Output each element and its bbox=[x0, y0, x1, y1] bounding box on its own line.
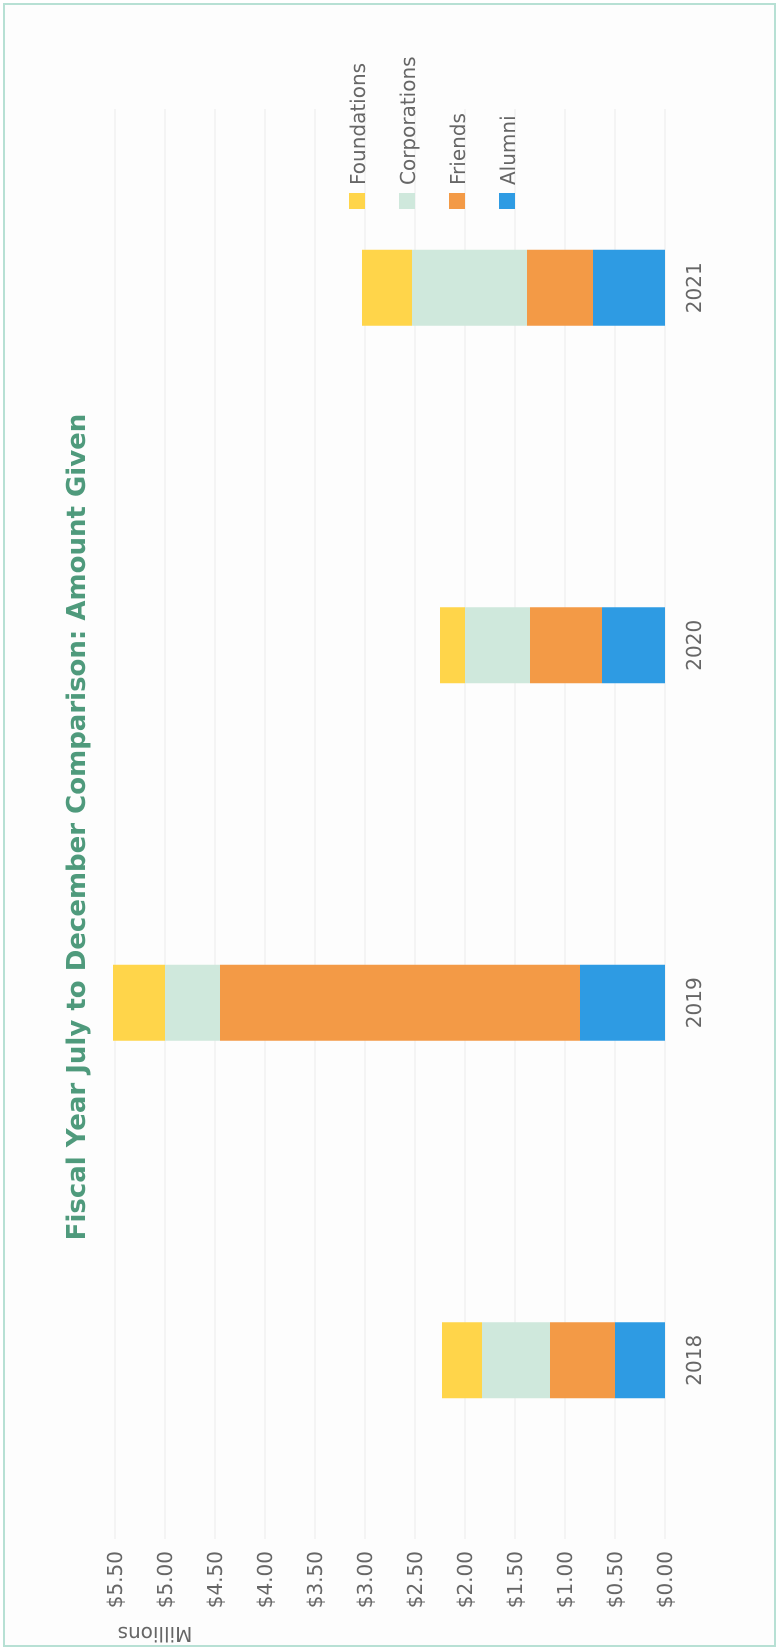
bar-segment bbox=[482, 1322, 550, 1399]
y-tick-label: $1.00 bbox=[553, 1551, 577, 1608]
legend-swatch bbox=[499, 193, 515, 209]
legend-swatch bbox=[399, 193, 415, 209]
y-tick-label: $2.50 bbox=[403, 1551, 427, 1608]
legend: Foundations Corporations Friends Alumni bbox=[346, 56, 520, 209]
bar-segment bbox=[527, 249, 593, 326]
bar-segment bbox=[602, 607, 665, 684]
legend-label: Friends bbox=[446, 113, 470, 185]
bar-segment bbox=[580, 964, 665, 1041]
bars bbox=[113, 249, 665, 1399]
chart-svg: Fiscal Year July to December Comparison:… bbox=[62, 56, 706, 1646]
bar-segment bbox=[412, 249, 527, 326]
y-tick-label: $0.50 bbox=[603, 1551, 627, 1608]
x-tick-label: 2018 bbox=[682, 1335, 706, 1386]
bar-segment bbox=[113, 964, 165, 1041]
x-tick-labels: 2018 2019 2020 2021 bbox=[682, 262, 706, 1385]
bar-segment bbox=[165, 964, 220, 1041]
y-tick-label: $5.00 bbox=[153, 1551, 177, 1608]
bar-segment bbox=[530, 607, 602, 684]
y-tick-label: $3.50 bbox=[303, 1551, 327, 1608]
y-tick-labels: $0.00 $0.50 $1.00 $1.50 $2.00 $2.50 $3.00 $3.50… bbox=[103, 1551, 677, 1608]
bar-segment bbox=[615, 1322, 665, 1399]
bar-segment bbox=[550, 1322, 615, 1399]
bar-segment bbox=[593, 249, 665, 326]
chart-title: Fiscal Year July to December Comparison:… bbox=[62, 414, 92, 1241]
legend-label: Corporations bbox=[396, 56, 420, 185]
legend-swatch bbox=[349, 193, 365, 209]
bar-segment bbox=[220, 964, 580, 1041]
legend-swatch bbox=[449, 193, 465, 209]
bar-segment bbox=[440, 607, 465, 684]
x-tick-label: 2021 bbox=[682, 262, 706, 313]
x-tick-label: 2020 bbox=[682, 620, 706, 671]
y-tick-label: $4.50 bbox=[203, 1551, 227, 1608]
y-tick-label: $5.50 bbox=[103, 1551, 127, 1608]
x-tick-label: 2019 bbox=[682, 977, 706, 1028]
bar-segment bbox=[362, 249, 412, 326]
legend-label: Alumni bbox=[496, 115, 520, 185]
y-axis-label: Millions bbox=[118, 1622, 193, 1646]
bar-segment bbox=[465, 607, 530, 684]
chart-frame: Fiscal Year July to December Comparison:… bbox=[3, 3, 776, 1647]
y-tick-label: $2.00 bbox=[453, 1551, 477, 1608]
gridlines bbox=[114, 109, 666, 1539]
y-tick-label: $4.00 bbox=[253, 1551, 277, 1608]
y-tick-label: $1.50 bbox=[503, 1551, 527, 1608]
y-tick-label: $3.00 bbox=[353, 1551, 377, 1608]
y-tick-label: $0.00 bbox=[653, 1551, 677, 1608]
legend-label: Foundations bbox=[346, 63, 370, 185]
bar-segment bbox=[442, 1322, 482, 1399]
